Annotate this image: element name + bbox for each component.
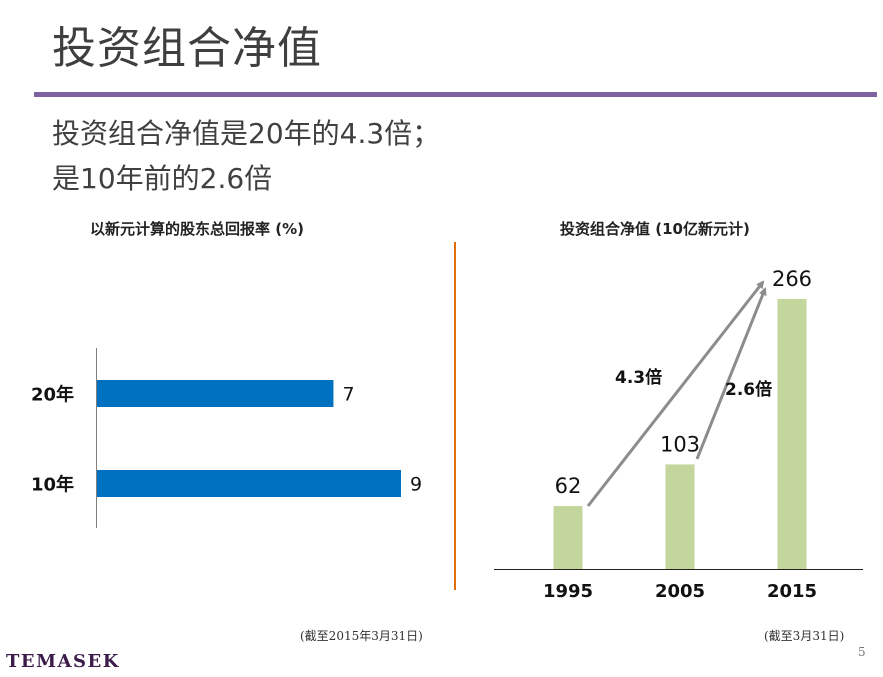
category-label: 2005 bbox=[655, 581, 705, 602]
bar-2015 bbox=[777, 299, 807, 569]
growth-arrow bbox=[586, 280, 765, 507]
portfolio-bar-chart: 62 1995 103 2005 266 2015 4.3倍 2.6倍 bbox=[494, 267, 863, 602]
bar-1995 bbox=[553, 506, 583, 569]
right-chart-title: 投资组合净值 (10亿新元计) bbox=[560, 220, 750, 238]
page-number: 5 bbox=[858, 645, 866, 659]
data-label: 266 bbox=[772, 267, 812, 291]
page-title: 投资组合净值 bbox=[52, 23, 322, 74]
bar-20年 bbox=[97, 380, 334, 407]
category-label: 1995 bbox=[543, 581, 593, 602]
title-divider bbox=[34, 92, 877, 97]
data-label: 62 bbox=[555, 474, 582, 498]
bar-2005 bbox=[665, 464, 695, 569]
subtitle-line-2: 是10年前的2.6倍 bbox=[52, 162, 273, 195]
data-label: 103 bbox=[660, 432, 700, 456]
bar-10年 bbox=[97, 470, 401, 497]
left-chart-footnote: (截至2015年3月31日) bbox=[300, 629, 423, 643]
data-label: 9 bbox=[410, 474, 422, 496]
category-label: 2015 bbox=[767, 581, 817, 602]
chart-divider bbox=[454, 242, 456, 590]
temasek-logo: TEMASEK bbox=[6, 651, 120, 672]
right-chart-footnote: (截至3月31日) bbox=[764, 629, 845, 643]
category-label: 20年 bbox=[31, 384, 74, 406]
growth-arrow bbox=[695, 287, 767, 460]
data-label: 7 bbox=[342, 384, 354, 406]
return-bar-chart: 7 20年 9 10年 bbox=[31, 348, 422, 528]
subtitle-line-1: 投资组合净值是20年的4.3倍； bbox=[52, 117, 441, 150]
category-label: 10年 bbox=[31, 474, 74, 496]
growth-annotation: 4.3倍 bbox=[615, 367, 662, 388]
growth-annotation: 2.6倍 bbox=[725, 379, 772, 400]
left-chart-title: 以新元计算的股东总回报率 (%) bbox=[90, 220, 304, 238]
